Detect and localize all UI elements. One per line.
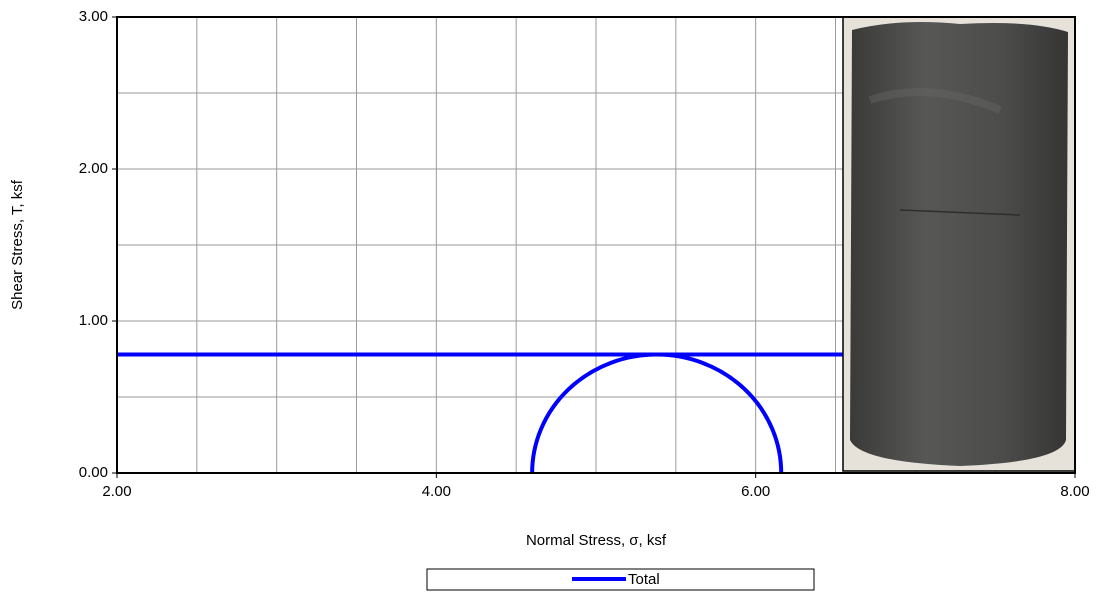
specimen-photo: [842, 16, 1076, 472]
x-tick-label: 6.00: [741, 483, 770, 500]
x-tick-label: 2.00: [102, 483, 131, 500]
y-tick-label: 0.00: [79, 464, 108, 481]
x-tick-label: 8.00: [1060, 483, 1089, 500]
y-tick-label: 1.00: [79, 312, 108, 329]
x-tick-label: 4.00: [422, 483, 451, 500]
legend: Total: [426, 568, 815, 591]
plot-frame: [116, 16, 1076, 474]
x-axis-label: Normal Stress, σ, ksf: [526, 532, 667, 549]
mohr-circle: [530, 352, 784, 474]
y-tick-label: 2.00: [79, 160, 108, 177]
y-axis-label: Shear Stress, T, ksf: [9, 179, 26, 310]
y-tick-label: 3.00: [79, 8, 108, 25]
legend-label: Total: [628, 571, 660, 588]
